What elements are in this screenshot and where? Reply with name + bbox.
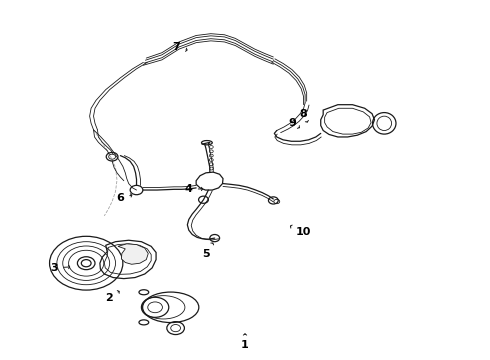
Text: 9: 9 (289, 118, 299, 129)
Polygon shape (118, 244, 148, 264)
Text: 10: 10 (291, 225, 311, 237)
Text: 8: 8 (300, 109, 308, 122)
Text: 5: 5 (202, 243, 214, 258)
Text: 3: 3 (50, 263, 70, 273)
Text: 1: 1 (241, 334, 249, 350)
Text: 6: 6 (117, 193, 132, 203)
Text: 4: 4 (185, 184, 202, 194)
Text: 7: 7 (172, 42, 187, 52)
Text: 2: 2 (105, 291, 119, 303)
